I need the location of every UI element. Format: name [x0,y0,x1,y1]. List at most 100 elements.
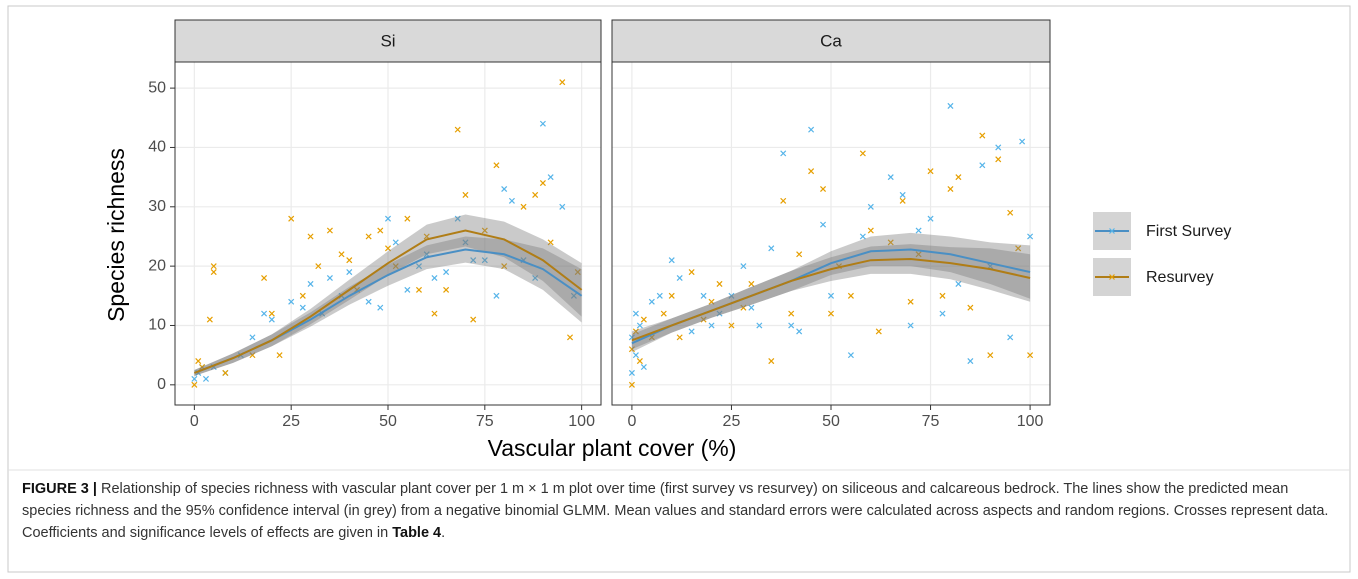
point [640,363,647,371]
point [907,298,914,305]
cross-stroke [365,298,372,305]
cross-stroke [276,352,283,359]
cross-stroke [716,310,723,317]
cross-stroke [307,280,314,287]
point [748,304,755,311]
cross-stroke [470,257,477,264]
cross-stroke [532,191,539,198]
point [404,215,411,222]
cross-stroke [796,328,803,335]
point [462,239,469,246]
cross-stroke [493,162,500,169]
x-tick-label: 100 [568,413,595,430]
point [820,221,827,228]
point [365,233,372,240]
cross-stroke [307,233,314,240]
point [326,227,333,234]
point [788,310,795,317]
point [574,269,581,276]
point [887,239,894,246]
cross-stroke [377,304,384,311]
legend-label: Resurvey [1146,269,1214,286]
point [955,174,962,181]
cross-stroke [547,174,554,181]
cross-stroke [808,126,815,133]
point [628,381,635,388]
point [728,292,735,299]
point [315,263,322,270]
point [716,280,723,287]
cross-stroke [688,328,695,335]
cross-stroke [261,274,268,282]
point [307,233,314,240]
x-tick-label: 75 [476,413,494,430]
cross-stroke [939,292,946,299]
cross-stroke [222,369,229,376]
cross-stroke [820,185,827,193]
cross-stroke [700,316,707,323]
point [307,280,314,287]
point [1019,138,1026,145]
cross-stroke [326,274,333,282]
point [1007,209,1014,216]
cross-stroke [315,263,322,270]
cross-stroke [443,286,450,293]
cross-stroke [700,292,707,299]
point [756,322,763,329]
cross-stroke [547,239,554,246]
point [768,358,775,365]
cross-stroke [202,375,210,382]
point [299,304,306,311]
point [867,227,874,234]
y-tick-label: 30 [148,198,166,215]
cross-stroke [443,269,450,276]
cross-stroke [668,292,675,299]
cross-stroke [859,150,866,157]
x-tick-label: 100 [1017,413,1044,430]
strip [174,19,602,63]
cross-stroke [887,174,894,181]
cross-stroke [346,257,353,264]
cross-stroke [748,280,755,287]
point [947,102,954,109]
cross-stroke [454,215,461,222]
x-axis-title: Vascular plant cover (%) [488,435,737,461]
cross-stroke [392,239,399,246]
point [501,263,508,270]
point [987,352,994,359]
cross-stroke [1019,138,1026,145]
point [708,298,715,305]
cross-stroke [728,322,735,329]
cross-stroke [508,197,515,204]
cross-stroke [462,239,469,246]
point [288,298,295,305]
x-tick-label: 25 [723,413,741,430]
cross-stroke [520,203,527,210]
x-tick-label: 50 [822,413,840,430]
cross-stroke [636,358,643,365]
point [210,269,217,276]
point [632,352,639,359]
cross-stroke [326,227,333,234]
point [808,168,815,175]
cross-stroke [532,274,539,282]
point [660,310,667,317]
cross-stroke [676,334,683,341]
cross-stroke [338,251,345,258]
point [288,215,295,222]
point [493,292,500,299]
cross-stroke [748,304,755,311]
point [532,191,539,198]
cross-stroke [628,346,635,353]
point [967,358,974,365]
y-tick-label: 40 [148,139,166,156]
point [276,352,283,359]
point [268,310,275,317]
point [547,174,554,181]
point [656,292,663,299]
point [628,369,635,376]
point [716,310,723,317]
cross-stroke [415,263,423,270]
cross-stroke [392,263,399,270]
